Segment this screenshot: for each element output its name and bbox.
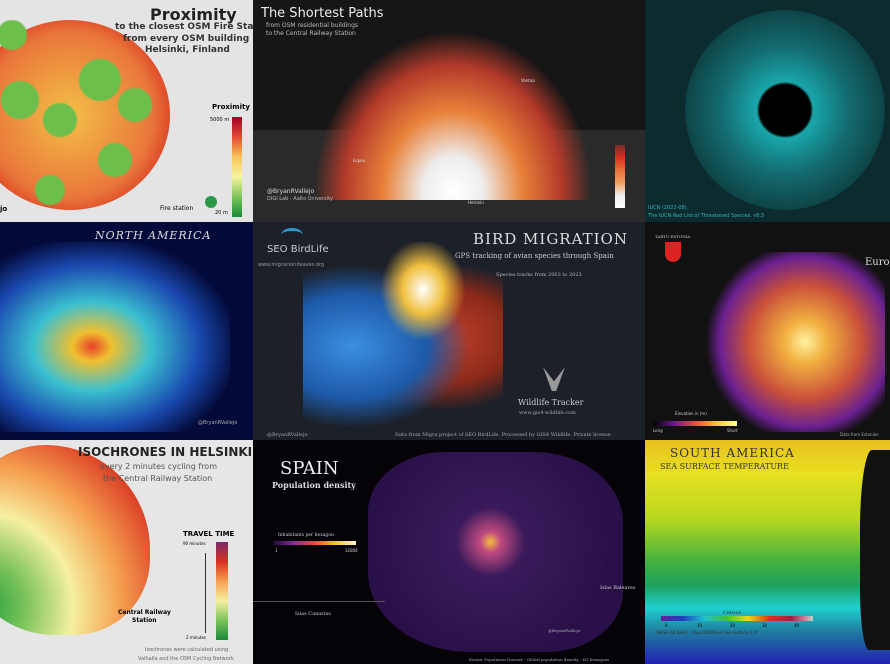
station-label: Station bbox=[132, 617, 157, 624]
legend-high: Short bbox=[727, 428, 738, 433]
legend-title: TRAVEL TIME bbox=[183, 530, 235, 538]
label-canarias: Islas Canarias bbox=[295, 611, 331, 617]
tartu-place: TARTU-ESTONIA bbox=[655, 234, 691, 239]
legend-title: Proximity bbox=[212, 103, 250, 111]
spain-map bbox=[368, 452, 623, 652]
bird-credit: Data from Migra project of SEO BirdLife.… bbox=[395, 432, 611, 438]
spain-legend-bar bbox=[273, 541, 356, 545]
fire-station-icon bbox=[205, 196, 217, 208]
tile-spain: SPAIN Population density Inhabitants per… bbox=[253, 440, 645, 664]
bird-tracks bbox=[303, 242, 503, 432]
tartu-legend-bar bbox=[653, 421, 737, 426]
proximity-subtitle: to the closest OSM Fire Station bbox=[115, 22, 253, 32]
seo-site: www.migraciondeaves.org bbox=[258, 262, 325, 268]
iucn-source: IUCN (2022-08). bbox=[648, 205, 689, 211]
tile-south-america: SOUTH AMERICA SEA SURFACE TEMPERATURE Ce… bbox=[645, 440, 890, 664]
proximity-legend-bar bbox=[232, 117, 242, 217]
arrow-up-icon bbox=[205, 553, 206, 633]
proximity-green-zones bbox=[0, 20, 170, 210]
sa-credit: NASA OB.DAAC - Aqua MODIS on Sea Surface… bbox=[657, 630, 758, 635]
station-label: Central Railway bbox=[118, 609, 171, 616]
author: @BryanRVallejo bbox=[198, 420, 238, 426]
divider bbox=[253, 601, 385, 602]
legend-max: 32804 bbox=[345, 548, 358, 553]
iso-note: Valhalla and the OSM Cycling Network bbox=[138, 656, 234, 662]
iso-legend-bar bbox=[216, 542, 228, 640]
tick-label: 20 bbox=[730, 623, 736, 628]
wildlife-tracker-site: www.gis4-wildlife.com bbox=[519, 410, 576, 416]
author: @BryanRVallejo bbox=[267, 432, 308, 438]
seo-birdlife-logo bbox=[281, 228, 303, 242]
iso-subtitle: every 2 minutes cycling from bbox=[100, 462, 217, 471]
sa-title: SOUTH AMERICA bbox=[670, 446, 795, 460]
proximity-subtitle: from every OSM building in bbox=[123, 34, 253, 44]
tick-label: 10 bbox=[697, 623, 703, 628]
bird-subtitle: GPS tracking of avian species through Sp… bbox=[455, 252, 614, 260]
proximity-title: Proximity bbox=[150, 5, 237, 24]
iso-note: Isochrones were calculated using bbox=[145, 647, 229, 653]
legend-min: 2 minutes bbox=[186, 635, 207, 640]
tick-label: 0 bbox=[665, 623, 668, 628]
shortest-title: The Shortest Paths bbox=[261, 6, 384, 21]
tile-iucn: IUCN (2022-08). The IUCN Red List of Thr… bbox=[645, 0, 890, 222]
iucn-source: The IUCN Red List of Threatened Species.… bbox=[648, 213, 765, 219]
shortest-legend-bar bbox=[615, 145, 625, 208]
tile-shortest-paths: The Shortest Paths from OSM residential … bbox=[253, 0, 645, 222]
legend-fire-station: Fire station bbox=[160, 205, 194, 212]
author: @BryanRVallejo bbox=[548, 628, 581, 633]
wildlife-tracker-brand: Wildlife Tracker bbox=[518, 398, 584, 407]
tile-proximity: Proximity to the closest OSM Fire Statio… bbox=[0, 0, 253, 222]
author: @BryanRVallejo bbox=[267, 188, 315, 195]
paths-network bbox=[313, 30, 593, 200]
legend-title: Elevation in (m) bbox=[675, 411, 707, 416]
spain-subtitle: Population density bbox=[272, 480, 356, 490]
legend-min: 20 m bbox=[215, 210, 228, 216]
whale-tail-icon bbox=[543, 367, 565, 391]
legend-max: 5000 m bbox=[210, 117, 230, 123]
author: jo bbox=[0, 205, 8, 213]
tartu-coat-of-arms bbox=[665, 242, 681, 262]
legend-min: 1 bbox=[275, 548, 278, 553]
tick-label: 40 bbox=[794, 623, 800, 628]
iso-subtitle: the Central Railway Station bbox=[103, 474, 213, 483]
tile-north-america: NORTH AMERICA @BryanRVallejo bbox=[0, 222, 253, 440]
seo-birdlife-text: SEO BirdLife bbox=[267, 244, 329, 255]
proximity-subtitle: Helsinki, Finland bbox=[145, 45, 230, 55]
iso-title: ISOCHRONES IN HELSINKI bbox=[78, 445, 253, 459]
tile-isochrones: ISOCHRONES IN HELSINKI every 2 minutes c… bbox=[0, 440, 253, 664]
legend-title: Celsius bbox=[723, 610, 742, 616]
sa-subtitle: SEA SURFACE TEMPERATURE bbox=[660, 462, 789, 471]
bird-years: Species tracks from 2003 to 2023 bbox=[496, 272, 582, 278]
tartu-title: Europ bbox=[865, 257, 890, 268]
tile-bird-migration: SEO BirdLife www.migraciondeaves.org BIR… bbox=[253, 222, 645, 440]
tartu-network bbox=[695, 252, 885, 432]
label-baleares: Islas Baleares bbox=[600, 585, 636, 591]
shortest-subtitle: from OSM residential buildings bbox=[266, 22, 359, 29]
legend-max: 90 minutes bbox=[183, 541, 206, 546]
spain-credit: Kontur Population Dataset - Global popul… bbox=[469, 657, 609, 662]
label-vantaa: Vantaa bbox=[521, 78, 535, 83]
label-espoo: Espoo bbox=[353, 158, 366, 163]
sa-legend-bar bbox=[661, 616, 813, 621]
tartu-credit: Data from Estonian bbox=[840, 432, 879, 437]
na-title: NORTH AMERICA bbox=[95, 229, 212, 242]
bird-title: BIRD MIGRATION bbox=[473, 230, 628, 248]
legend-title: Inhabitants per hexagon bbox=[278, 533, 334, 538]
spain-title: SPAIN bbox=[280, 458, 339, 479]
legend-low: Long bbox=[653, 428, 663, 433]
tick-label: 30 bbox=[762, 623, 768, 628]
tile-tartu: TARTU-ESTONIA Europ Elevation in (m) Lon… bbox=[645, 222, 890, 440]
label-helsinki: Helsinki bbox=[468, 200, 484, 205]
shortest-subtitle: to the Central Railway Station bbox=[266, 30, 356, 37]
org: DIGI Lab - Aalto University bbox=[267, 196, 333, 202]
